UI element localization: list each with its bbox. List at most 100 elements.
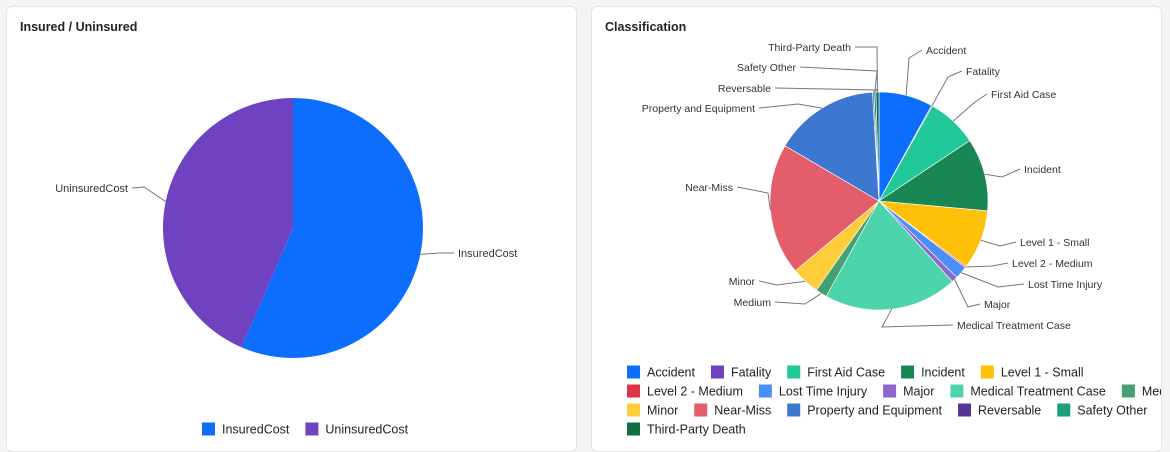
leader-line-fatality	[931, 70, 963, 106]
pie-slice-uninsuredcost[interactable]	[162, 98, 293, 348]
legend-item-accident[interactable]: Accident	[627, 365, 695, 380]
leader-line-near-miss	[736, 186, 771, 210]
legend-item-major[interactable]: Major	[883, 384, 934, 399]
leader-line-insuredcost	[420, 252, 454, 255]
pie-slice-medical-treatment-case[interactable]	[825, 200, 953, 311]
leader-line-first-aid-case	[952, 93, 988, 122]
pie-slice-property-and-equipment[interactable]	[784, 91, 880, 202]
slice-label-level-2-medium: Level 2 - Medium	[1012, 258, 1093, 270]
slice-label-medical-treatment-case: Medical Treatment Case	[957, 320, 1071, 332]
legend-item-lost-time-injury[interactable]: Lost Time Injury	[758, 384, 868, 399]
leader-line-incident	[984, 168, 1021, 178]
legend-swatch-level-1-small	[980, 365, 994, 379]
leader-line-uninsuredcost	[131, 186, 166, 203]
slice-label-fatality: Fatality	[966, 66, 1001, 78]
legend-item-third-party-death[interactable]: Third-Party Death	[627, 422, 746, 437]
legend-item-incident[interactable]: Incident	[901, 365, 965, 380]
leader-line-medium	[774, 292, 822, 305]
legend-item-reversable[interactable]: Reversable	[958, 403, 1041, 418]
legend-item-near-miss[interactable]: Near-Miss	[694, 403, 771, 418]
legend-swatch-uninsuredcost	[305, 422, 319, 436]
legend-label-third-party-death: Third-Party Death	[647, 423, 746, 437]
legend-label-medical-treatment-case: Medical Treatment Case	[970, 385, 1106, 399]
slice-label-major: Major	[984, 299, 1011, 311]
slice-label-lost-time-injury: Lost Time Injury	[1028, 279, 1103, 291]
slice-label-property-and-equipment: Property and Equipment	[642, 103, 755, 115]
legend-label-lost-time-injury: Lost Time Injury	[779, 385, 868, 399]
legend-label-level-1-small: Level 1 - Small	[1001, 366, 1084, 380]
legend-swatch-minor	[627, 403, 640, 417]
leader-line-third-party-death	[855, 46, 878, 93]
slice-label-medium: Medium	[734, 297, 772, 309]
pie-slice-incident[interactable]	[878, 140, 989, 212]
leader-line-level-1-small	[980, 239, 1017, 247]
slice-label-accident: Accident	[926, 45, 966, 57]
legend-label-medium: Medium	[1142, 385, 1162, 399]
insured-uninsured-card: Insured / Uninsured InsuredCost Uninsured…	[6, 6, 577, 452]
leader-line-accident	[905, 49, 923, 96]
legend-item-medical-treatment-case[interactable]: Medical Treatment Case	[950, 384, 1106, 399]
legend-label-insuredcost: InsuredCost	[222, 423, 290, 437]
legend-swatch-near-miss	[694, 403, 708, 417]
slice-label-near-miss: Near-Miss	[685, 182, 733, 194]
legend-item-level-2-medium[interactable]: Level 2 - Medium	[627, 384, 743, 399]
leader-line-reversable	[774, 87, 879, 93]
legend-item-insuredcost[interactable]: InsuredCost	[202, 422, 290, 437]
pie-slice-third-party-death[interactable]	[875, 91, 880, 202]
legend-label-first-aid-case: First Aid Case	[807, 366, 885, 380]
legend-label-safety-other: Safety Other	[1077, 404, 1147, 418]
legend-swatch-accident	[627, 365, 640, 379]
classification-card: Classification Accident Fatality First Aid…	[591, 6, 1162, 452]
slice-label-reversable: Reversable	[718, 83, 771, 95]
legend-label-uninsuredcost: UninsuredCost	[325, 423, 408, 437]
legend-swatch-lost-time-injury	[758, 384, 772, 398]
legend-item-fatality[interactable]: Fatality	[710, 365, 772, 380]
leader-line-minor	[758, 280, 806, 286]
legend-swatch-major	[883, 384, 897, 398]
insured-uninsured-pie-chart: InsuredCost UninsuredCost InsuredCost Unins…	[55, 98, 517, 437]
legend-item-safety-other[interactable]: Safety Other	[1057, 403, 1147, 418]
leader-line-major	[954, 279, 981, 308]
slice-label-third-party-death: Third-Party Death	[768, 42, 851, 54]
legend-label-major: Major	[903, 385, 934, 399]
legend-label-level-2-medium: Level 2 - Medium	[647, 385, 743, 399]
legend-label-property-and-equipment: Property and Equipment	[807, 404, 942, 418]
legend-swatch-insuredcost	[202, 422, 215, 436]
leader-line-medical-treatment-case	[881, 309, 954, 328]
legend-swatch-medical-treatment-case	[950, 384, 964, 398]
legend-swatch-reversable	[958, 403, 972, 417]
legend-item-minor[interactable]: Minor	[627, 403, 678, 418]
slice-label-safety-other: Safety Other	[737, 62, 796, 74]
insured-uninsured-title: Insured / Uninsured	[20, 20, 138, 34]
legend-label-near-miss: Near-Miss	[714, 404, 771, 418]
legend-label-fatality: Fatality	[731, 366, 772, 380]
leader-line-property-and-equipment	[758, 103, 823, 109]
slice-label-minor: Minor	[729, 276, 756, 288]
legend-item-medium[interactable]: Medium	[1121, 384, 1162, 399]
legend-swatch-level-2-medium	[627, 384, 640, 398]
legend-label-incident: Incident	[921, 366, 965, 380]
slice-label-level-1-small: Level 1 - Small	[1020, 237, 1089, 249]
legend-swatch-third-party-death	[627, 422, 640, 436]
leader-line-lost-time-injury	[961, 272, 1025, 288]
classification-title: Classification	[605, 20, 687, 34]
legend-item-property-and-equipment[interactable]: Property and Equipment	[787, 403, 943, 418]
slice-label-uninsuredcost: UninsuredCost	[55, 183, 128, 195]
legend-swatch-safety-other	[1057, 403, 1071, 417]
legend-swatch-medium	[1121, 384, 1135, 398]
legend-item-level-1-small[interactable]: Level 1 - Small	[980, 365, 1084, 380]
legend-swatch-incident	[901, 365, 915, 379]
legend-swatch-first-aid-case	[787, 365, 801, 379]
legend-item-first-aid-case[interactable]: First Aid Case	[787, 365, 885, 380]
legend-label-minor: Minor	[647, 404, 678, 418]
pie-slice-insuredcost[interactable]	[241, 98, 423, 359]
slice-label-first-aid-case: First Aid Case	[991, 89, 1057, 101]
leader-line-level-2-medium	[965, 262, 1009, 268]
legend-swatch-property-and-equipment	[787, 403, 801, 417]
legend-item-uninsuredcost[interactable]: UninsuredCost	[305, 422, 409, 437]
slice-label-insuredcost: InsuredCost	[458, 248, 517, 260]
legend-label-accident: Accident	[647, 366, 695, 380]
slice-label-incident: Incident	[1024, 164, 1061, 176]
legend-swatch-fatality	[710, 365, 724, 379]
